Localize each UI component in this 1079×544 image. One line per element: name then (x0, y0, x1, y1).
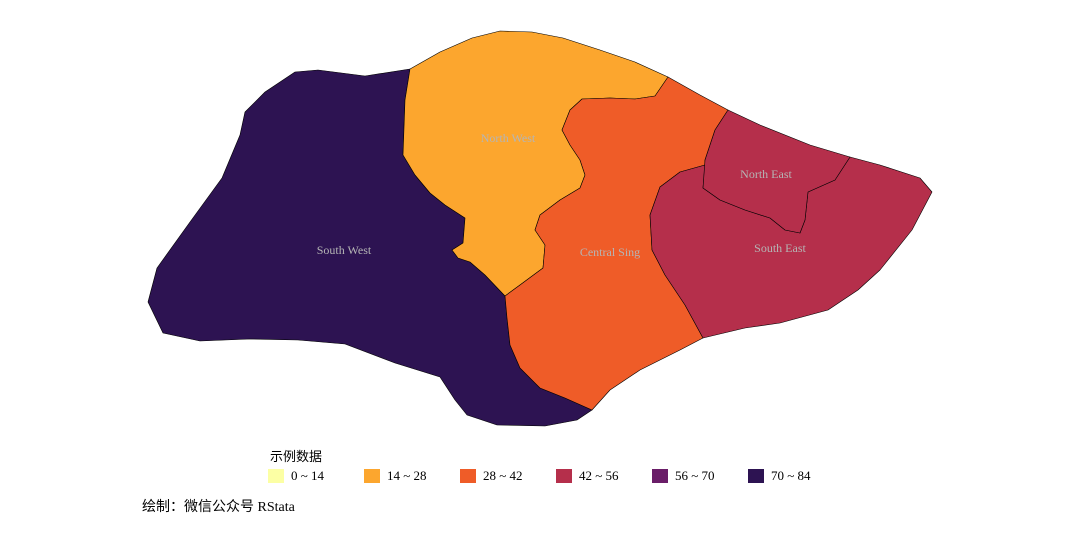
region-north-east (702, 109, 851, 234)
legend-label: 28 ~ 42 (483, 468, 523, 483)
legend-swatch (652, 469, 668, 483)
legend-item: 56 ~ 70 (652, 468, 748, 484)
legend-item: 42 ~ 56 (556, 468, 652, 484)
map-legend: 示例数据 0 ~ 14 14 ~ 28 28 ~ 42 42 ~ 56 56 ~… (268, 446, 844, 484)
region-label-central-sing: Central Sing (580, 245, 640, 259)
legend-swatch (556, 469, 572, 483)
legend-items: 0 ~ 14 14 ~ 28 28 ~ 42 42 ~ 56 56 ~ 70 7… (268, 468, 844, 484)
choropleth-map: South West North West Central Sing South… (147, 30, 933, 427)
legend-swatch (364, 469, 380, 483)
legend-item: 28 ~ 42 (460, 468, 556, 484)
legend-item: 70 ~ 84 (748, 468, 844, 484)
region-label-south-west: South West (317, 243, 372, 257)
legend-title: 示例数据 (270, 449, 323, 464)
legend-label: 70 ~ 84 (771, 468, 811, 483)
legend-swatch (268, 469, 284, 483)
region-label-north-west: North West (481, 131, 536, 145)
legend-label: 0 ~ 14 (291, 468, 325, 483)
region-label-north-east: North East (740, 167, 792, 181)
legend-label: 14 ~ 28 (387, 468, 427, 483)
region-label-south-east: South East (754, 241, 806, 255)
legend-label: 42 ~ 56 (579, 468, 619, 483)
legend-swatch (460, 469, 476, 483)
legend-item: 14 ~ 28 (364, 468, 460, 484)
legend-swatch (748, 469, 764, 483)
legend-label: 56 ~ 70 (675, 468, 715, 483)
caption: 绘制：微信公众号 RStata (142, 500, 295, 515)
legend-item: 0 ~ 14 (268, 468, 364, 484)
